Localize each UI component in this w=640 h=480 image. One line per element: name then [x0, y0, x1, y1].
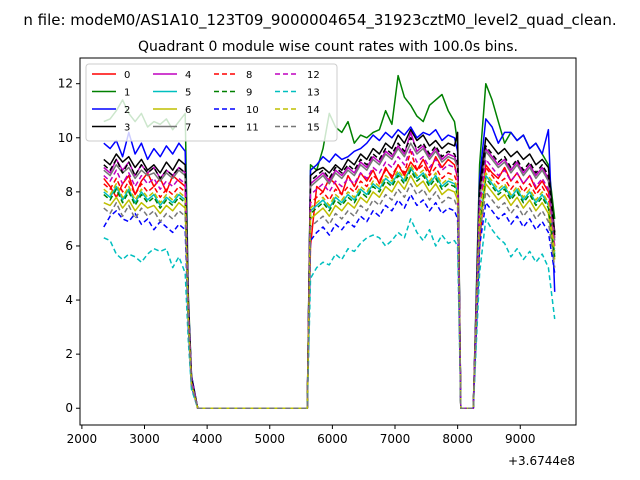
y-tick-label-4: 4 — [65, 293, 73, 307]
legend-label-13: 13 — [307, 88, 320, 99]
series-line-11 — [103, 137, 556, 409]
x-tick-label-5000: 5000 — [254, 432, 285, 446]
series-line-0 — [103, 155, 556, 409]
y-tick-label-10: 10 — [58, 131, 73, 145]
legend-label-14: 14 — [307, 105, 320, 116]
series-line-3 — [103, 128, 556, 409]
x-tick-label-8000: 8000 — [442, 432, 473, 446]
legend-label-6: 6 — [185, 105, 191, 116]
series-line-6 — [103, 174, 556, 409]
x-offset-label: +3.6744e8 — [508, 454, 575, 468]
series-line-7 — [103, 142, 556, 409]
legend-label-12: 12 — [307, 70, 320, 81]
series-line-4 — [103, 131, 556, 409]
legend-label-1: 1 — [124, 88, 130, 99]
legend-label-11: 11 — [246, 123, 259, 134]
y-tick-label-2: 2 — [65, 347, 73, 361]
series-layer — [103, 74, 556, 409]
x-tick-label-3000: 3000 — [129, 432, 160, 446]
x-tick-label-6000: 6000 — [317, 432, 348, 446]
y-tick-label-0: 0 — [65, 401, 73, 415]
y-tick-label-8: 8 — [65, 185, 73, 199]
legend-label-3: 3 — [124, 123, 130, 134]
chart-title: Quadrant 0 module wise count rates with … — [138, 39, 518, 55]
x-tick-label-7000: 7000 — [380, 432, 411, 446]
series-line-13 — [103, 218, 556, 409]
y-tick-label-12: 12 — [58, 77, 73, 91]
legend-label-7: 7 — [185, 123, 191, 134]
series-line-14 — [103, 164, 556, 409]
x-tick-label-9000: 9000 — [505, 432, 536, 446]
legend-label-9: 9 — [246, 88, 252, 99]
x-tick-label-4000: 4000 — [192, 432, 223, 446]
plot-frame — [79, 57, 577, 426]
legend-label-5: 5 — [185, 88, 191, 99]
series-line-2 — [103, 118, 556, 409]
y-tick-label-6: 6 — [65, 239, 73, 253]
series-line-12 — [103, 147, 556, 409]
series-line-5 — [103, 166, 556, 409]
legend-label-10: 10 — [246, 105, 259, 116]
series-line-10 — [103, 193, 556, 409]
figure-suptitle: n file: modeM0/AS1A10_123T09_9000004654_… — [23, 11, 616, 30]
x-tick-label-2000: 2000 — [67, 432, 98, 446]
y-axis: 0 2 4 6 8 10 12 — [58, 77, 80, 415]
x-axis: 2000 3000 4000 5000 6000 7000 8000 9000 — [67, 425, 536, 446]
legend-frame — [85, 63, 338, 142]
legend-label-0: 0 — [124, 70, 130, 81]
legend-label-4: 4 — [185, 70, 191, 81]
legend-label-2: 2 — [124, 105, 130, 116]
legend-label-8: 8 — [246, 70, 252, 81]
series-line-9 — [103, 169, 556, 409]
legend-label-15: 15 — [307, 123, 320, 134]
